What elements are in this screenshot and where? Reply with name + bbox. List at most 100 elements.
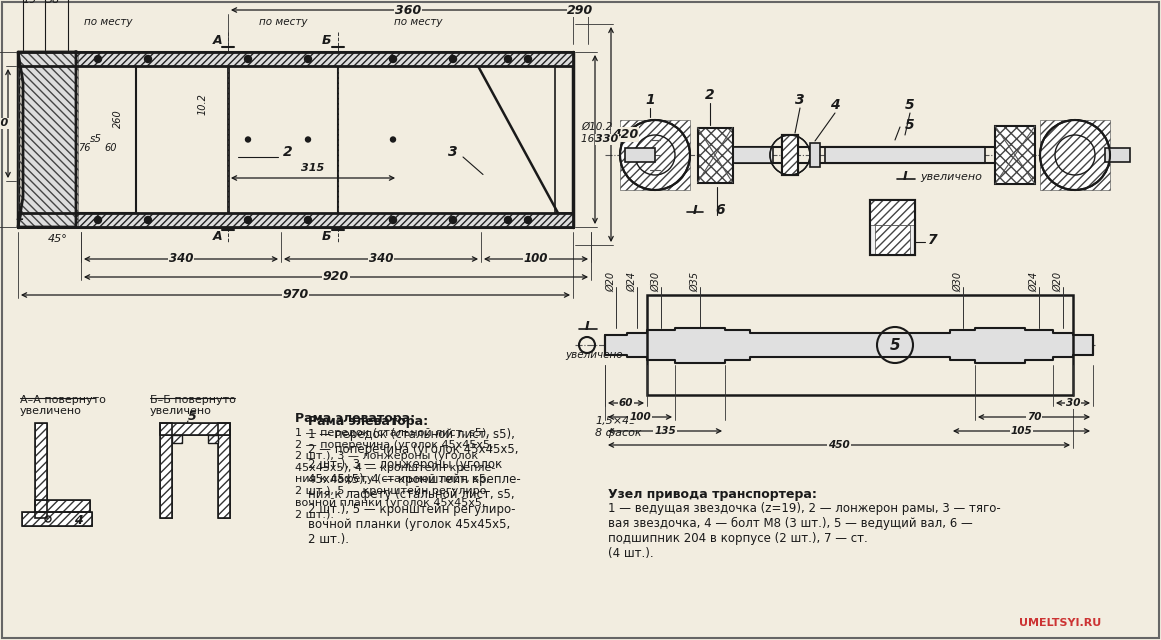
Text: 8 фасок: 8 фасок <box>594 428 642 438</box>
Bar <box>160 423 230 435</box>
Text: увеличено: увеличено <box>150 406 211 416</box>
Text: увеличено: увеличено <box>920 172 982 182</box>
Text: 76: 76 <box>78 143 91 153</box>
Circle shape <box>304 216 311 223</box>
Text: 920: 920 <box>323 271 349 284</box>
Text: увеличено: увеличено <box>565 350 622 360</box>
Text: 30: 30 <box>1066 398 1080 408</box>
Text: 1: 1 <box>646 93 655 107</box>
Text: 10.2: 10.2 <box>199 93 208 115</box>
Bar <box>19 213 574 227</box>
Bar <box>810 143 820 167</box>
Circle shape <box>390 137 396 142</box>
Text: Б–Б повернуто: Б–Б повернуто <box>150 395 236 405</box>
Text: 4: 4 <box>830 98 839 112</box>
Polygon shape <box>19 52 75 227</box>
Bar <box>875 225 910 255</box>
Bar <box>647 295 1073 395</box>
Bar <box>783 135 798 175</box>
Bar <box>160 423 230 435</box>
Bar <box>995 126 1034 184</box>
Text: 5: 5 <box>188 410 196 424</box>
Text: Ø24: Ø24 <box>1029 272 1039 292</box>
Bar <box>22 512 92 526</box>
Bar <box>555 66 574 213</box>
Circle shape <box>525 216 532 223</box>
Text: Ø20: Ø20 <box>606 272 616 292</box>
Text: 5: 5 <box>889 337 900 353</box>
Text: 1: 1 <box>15 211 24 223</box>
Text: Б: Б <box>322 230 331 243</box>
Text: 6: 6 <box>715 203 724 217</box>
Text: 330: 330 <box>596 134 619 145</box>
Text: Рама элеватора:: Рама элеватора: <box>295 412 416 425</box>
Text: А–А повернуто: А–А повернуто <box>20 395 106 405</box>
Circle shape <box>144 56 151 63</box>
Text: 60: 60 <box>619 398 633 408</box>
Circle shape <box>525 56 532 63</box>
Circle shape <box>389 56 397 63</box>
Bar <box>19 213 574 227</box>
Text: 2: 2 <box>283 145 293 159</box>
Bar <box>172 435 182 443</box>
Text: А: А <box>214 230 223 243</box>
Text: 4: 4 <box>73 513 82 527</box>
Bar <box>1040 120 1110 190</box>
Bar <box>19 52 78 227</box>
Bar <box>825 147 985 163</box>
Text: 2: 2 <box>705 88 715 102</box>
Text: 60: 60 <box>104 143 117 153</box>
Bar <box>172 435 182 443</box>
Text: 315: 315 <box>302 163 325 173</box>
Bar <box>19 52 574 66</box>
Bar <box>783 135 798 175</box>
Text: Ø24: Ø24 <box>627 272 637 292</box>
Text: 100: 100 <box>629 412 651 422</box>
Circle shape <box>304 56 311 63</box>
Circle shape <box>144 216 151 223</box>
Circle shape <box>94 216 101 223</box>
Circle shape <box>245 137 251 142</box>
Text: 260: 260 <box>113 109 123 128</box>
Text: 70: 70 <box>1026 412 1041 422</box>
Bar <box>625 148 655 162</box>
Text: 1 — ведущая звездочка (z=19), 2 — лонжерон рамы, 3 — тяго-
вая звездочка, 4 — бо: 1 — ведущая звездочка (z=19), 2 — лонжер… <box>608 502 1001 560</box>
Text: 970: 970 <box>282 289 309 301</box>
Text: по месту: по месту <box>84 17 132 27</box>
Text: 45°: 45° <box>48 234 68 244</box>
Polygon shape <box>605 328 1093 362</box>
Bar <box>218 423 230 518</box>
Bar <box>218 423 230 518</box>
Text: Ø35: Ø35 <box>690 272 700 292</box>
Circle shape <box>449 56 456 63</box>
Text: 3: 3 <box>795 93 805 107</box>
Text: Узел привода транспортера:: Узел привода транспортера: <box>608 488 817 501</box>
Text: Ø20: Ø20 <box>1053 272 1063 292</box>
Circle shape <box>505 56 512 63</box>
Text: 105: 105 <box>1010 426 1032 436</box>
Circle shape <box>505 216 512 223</box>
Bar <box>19 52 574 66</box>
Bar <box>35 423 46 518</box>
Text: увеличено: увеличено <box>20 406 82 416</box>
Text: Ø30: Ø30 <box>651 272 661 292</box>
Text: UMELTSYI.RU: UMELTSYI.RU <box>1019 618 1101 628</box>
Text: 5: 5 <box>906 98 915 112</box>
Text: Ø10.2
16 отв.: Ø10.2 16 отв. <box>580 122 619 143</box>
Bar <box>208 435 218 443</box>
Text: Ø30: Ø30 <box>953 272 962 292</box>
Text: 340: 340 <box>168 253 193 266</box>
Bar <box>160 423 172 518</box>
Bar <box>870 200 915 255</box>
Text: 3: 3 <box>448 145 457 159</box>
Circle shape <box>305 137 310 142</box>
Text: I: I <box>903 170 907 184</box>
Bar <box>35 500 91 512</box>
Bar <box>1105 148 1130 162</box>
Text: 1 — передок (стальной лист, s5),
2 — поперечина (уголок 45х45х5,
2 шт.), 3 — лон: 1 — передок (стальной лист, s5), 2 — поп… <box>308 428 521 546</box>
Text: 420: 420 <box>612 128 639 141</box>
Circle shape <box>245 56 252 63</box>
Text: 360: 360 <box>395 3 421 17</box>
Text: 5: 5 <box>906 118 915 132</box>
Text: 290: 290 <box>568 3 593 17</box>
